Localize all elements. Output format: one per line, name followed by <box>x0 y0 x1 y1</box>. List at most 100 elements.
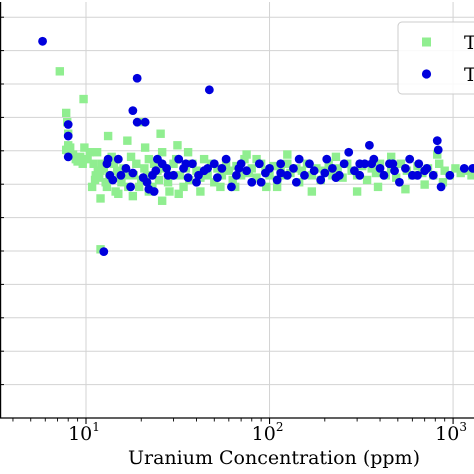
point-circle <box>217 164 227 173</box>
point-square <box>451 164 460 173</box>
point-circle <box>126 182 136 192</box>
point-square <box>94 173 104 182</box>
x-tick-label: 103 <box>435 420 467 445</box>
point-square <box>196 187 205 196</box>
point-circle <box>331 173 341 183</box>
point-circle <box>436 182 446 192</box>
point-circle <box>289 164 298 173</box>
point-square <box>156 129 165 138</box>
point-square <box>324 159 333 168</box>
point-square <box>438 178 448 187</box>
point-square <box>183 148 193 157</box>
point-circle <box>291 177 301 187</box>
point-square <box>265 171 274 180</box>
point-circle <box>128 106 138 116</box>
point-square <box>179 182 188 192</box>
point-square <box>78 159 87 168</box>
point-square <box>331 152 341 162</box>
point-circle <box>63 131 73 141</box>
point-square <box>434 159 444 168</box>
point-square <box>165 187 174 196</box>
point-circle <box>316 175 326 185</box>
point-square <box>213 164 222 173</box>
point-square <box>392 173 401 182</box>
point-circle <box>254 159 264 169</box>
legend-marker-square <box>422 37 431 47</box>
point-circle <box>183 173 193 183</box>
point-circle <box>63 152 73 162</box>
point-square <box>352 187 362 196</box>
point-square <box>242 150 251 159</box>
point-square <box>192 166 201 175</box>
point-square <box>333 164 342 173</box>
point-square <box>92 148 102 157</box>
point-square <box>142 171 152 180</box>
point-circle <box>103 154 113 164</box>
point-circle <box>445 170 455 180</box>
point-square <box>175 171 185 180</box>
point-square <box>154 175 164 185</box>
point-square <box>96 194 105 203</box>
point-circle <box>174 154 184 164</box>
point-square <box>111 187 120 196</box>
point-circle <box>209 159 219 169</box>
point-circle <box>221 154 231 164</box>
point-square <box>121 171 131 180</box>
point-circle <box>108 175 118 185</box>
point-square <box>73 157 82 166</box>
point-square <box>217 171 227 180</box>
point-square <box>276 164 285 173</box>
point-square <box>128 191 138 201</box>
point-square <box>367 164 376 173</box>
point-circle <box>272 175 282 185</box>
point-square <box>68 150 78 159</box>
point-circle <box>395 177 404 187</box>
point-square <box>144 154 154 164</box>
point-circle <box>188 159 197 169</box>
x-axis-label: Uranium Concentration (ppm) <box>128 447 420 469</box>
point-square <box>83 154 92 164</box>
point-square <box>307 187 317 196</box>
point-square <box>113 166 122 175</box>
point-square <box>467 171 474 180</box>
point-square <box>163 178 173 187</box>
legend-entry-label: T <box>464 64 474 86</box>
point-circle <box>149 187 159 196</box>
x-tick-label: 102 <box>252 420 284 445</box>
point-square <box>252 173 261 182</box>
point-square <box>440 166 449 175</box>
point-circle <box>113 154 123 164</box>
point-circle <box>468 164 474 173</box>
grid <box>0 2 474 419</box>
point-circle <box>203 164 213 173</box>
point-square <box>109 159 119 168</box>
point-circle <box>305 159 314 169</box>
point-square <box>123 136 132 145</box>
point-square <box>169 159 178 168</box>
point-circle <box>234 164 244 173</box>
point-circle <box>151 166 161 176</box>
point-circle <box>204 85 214 95</box>
point-circle <box>309 166 319 176</box>
point-circle <box>414 159 424 169</box>
point-circle <box>247 177 257 187</box>
point-circle <box>422 164 432 173</box>
point-circle <box>140 117 150 127</box>
point-square <box>224 166 234 175</box>
point-square <box>269 161 278 171</box>
point-circle <box>181 159 191 169</box>
point-square <box>247 164 256 173</box>
point-square <box>272 182 282 192</box>
point-square <box>371 168 381 178</box>
point-circle <box>405 154 415 164</box>
point-square <box>117 178 126 187</box>
x-tick-label: 101 <box>68 420 100 445</box>
point-square <box>103 131 113 141</box>
point-square <box>401 185 410 194</box>
point-circle <box>432 136 442 146</box>
point-circle <box>294 154 304 164</box>
point-circle <box>265 164 274 173</box>
point-square <box>373 182 383 192</box>
point-square <box>80 143 89 152</box>
